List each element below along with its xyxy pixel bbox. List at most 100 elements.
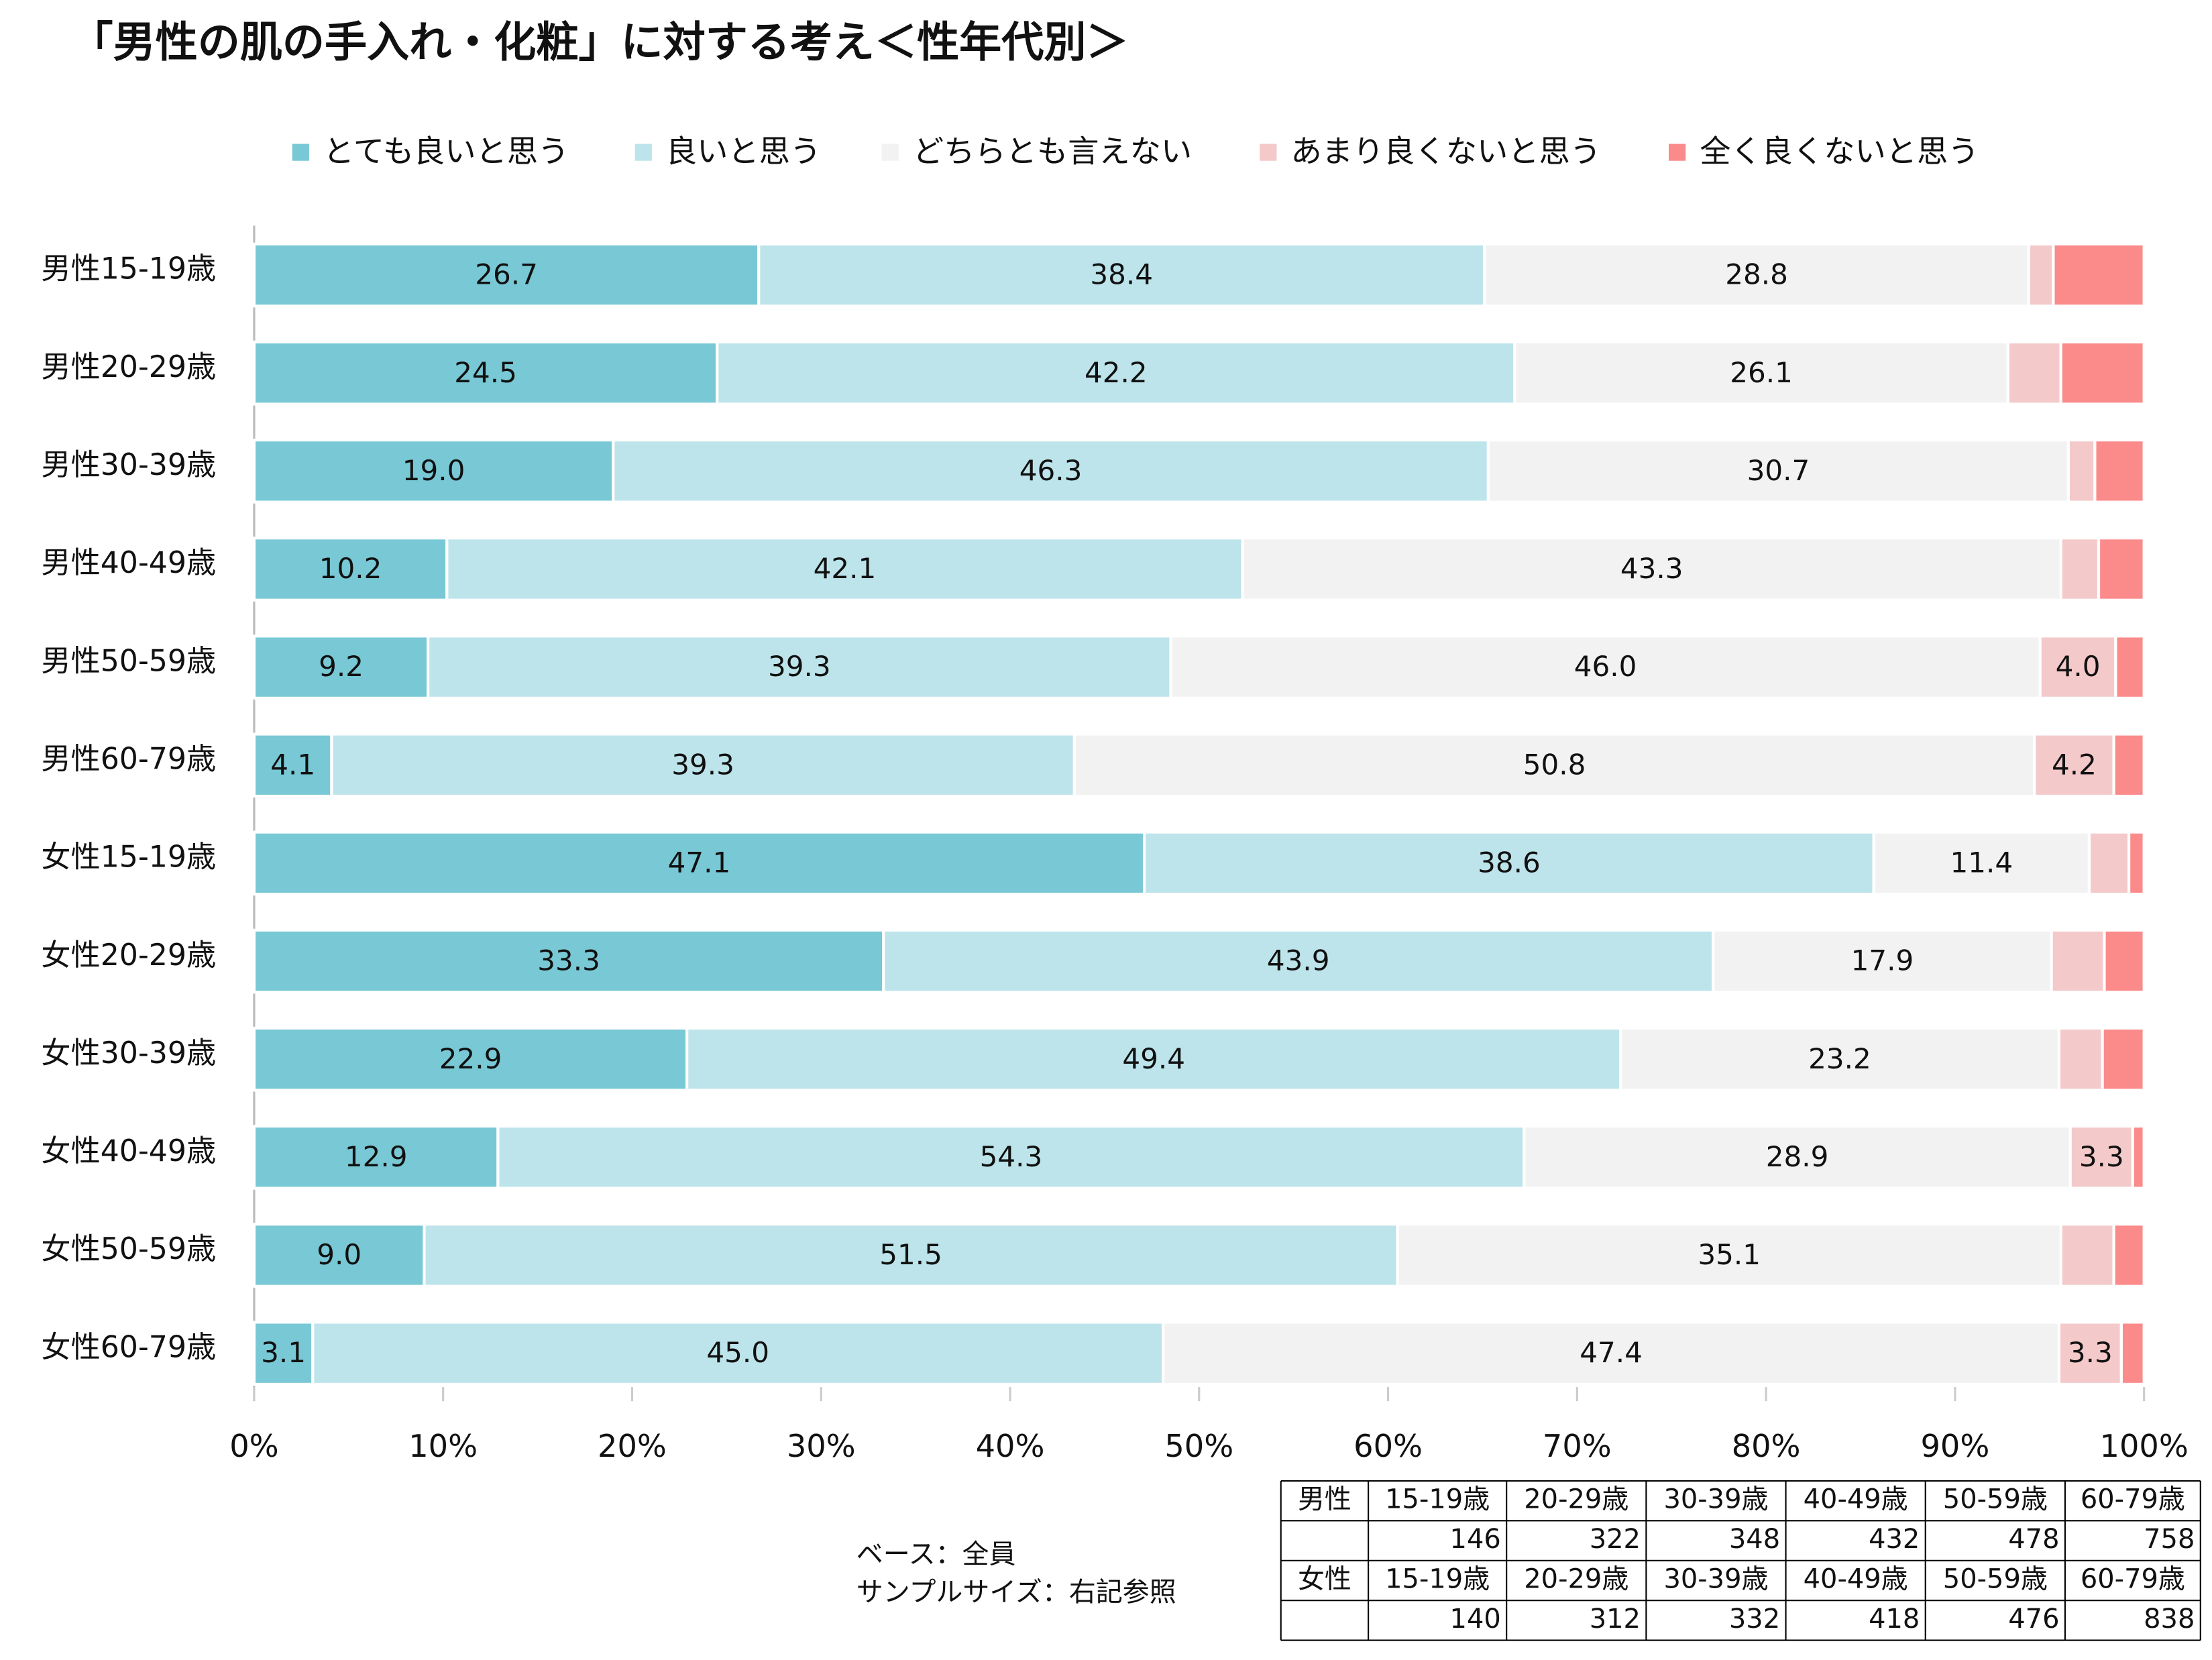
bar-segment	[252, 340, 719, 406]
bar-segment	[1483, 242, 2030, 308]
x-tick-label: 10%	[408, 1428, 478, 1464]
x-tick-label: 80%	[1732, 1428, 1801, 1464]
bar-segment	[757, 242, 1486, 308]
legend-swatch	[634, 144, 652, 161]
data-label: 4.1	[270, 748, 315, 781]
data-label: 47.1	[668, 846, 731, 879]
bar-segment	[252, 928, 885, 994]
legend-label: 良いと思う	[666, 133, 821, 170]
data-label: 28.8	[1725, 258, 1788, 291]
bar-segment	[330, 732, 1076, 798]
data-label: 38.4	[1090, 258, 1153, 291]
data-label: 47.4	[1580, 1336, 1643, 1369]
data-label: 33.3	[537, 944, 600, 977]
bar-segment	[252, 830, 1146, 896]
y-tick-label: 男性50-59歳	[41, 644, 216, 678]
data-label: 49.4	[1122, 1042, 1185, 1075]
table-header: 15-19歳	[1385, 1484, 1490, 1515]
table-header: 40-49歳	[1804, 1563, 1908, 1594]
bar-segment	[496, 1124, 1526, 1190]
data-label: 9.2	[319, 650, 364, 683]
table-value: 140	[1450, 1604, 1501, 1635]
data-label: 26.7	[475, 258, 538, 291]
bar-segment	[2127, 830, 2146, 896]
bar-segment	[1523, 1124, 2072, 1190]
bar-segment	[2112, 732, 2146, 798]
bar-segment	[1142, 830, 1875, 896]
bar-segment	[2131, 1124, 2146, 1190]
table-header: 30-39歳	[1663, 1484, 1768, 1515]
data-label: 35.1	[1698, 1238, 1761, 1271]
data-label: 50.8	[1523, 748, 1586, 781]
table-value: 348	[1729, 1524, 1780, 1555]
table-header: 15-19歳	[1385, 1563, 1490, 1594]
table-header: 20-29歳	[1524, 1484, 1628, 1515]
y-tick-label: 男性60-79歳	[41, 742, 216, 776]
data-label: 43.9	[1267, 944, 1330, 977]
bar-segment	[2052, 242, 2146, 308]
legend-swatch	[1260, 144, 1277, 161]
bar-segment	[1486, 438, 2070, 504]
data-label: 22.9	[439, 1042, 502, 1075]
y-tick-label: 男性15-19歳	[41, 252, 216, 286]
data-label: 24.5	[454, 356, 517, 389]
x-tick-label: 40%	[976, 1428, 1045, 1464]
bar-segment	[2027, 242, 2055, 308]
data-label: 46.3	[1019, 454, 1083, 487]
table-value: 418	[1869, 1604, 1920, 1635]
bar-segment	[2059, 537, 2101, 602]
data-label: 42.2	[1085, 356, 1148, 389]
y-tick-label: 女性40-49歳	[41, 1134, 216, 1168]
data-label: 11.4	[1950, 846, 2013, 879]
data-label: 4.2	[2052, 748, 2097, 781]
table-group: 男性	[1298, 1484, 1351, 1515]
y-tick-label: 女性15-19歳	[41, 840, 216, 875]
bar-segment	[2050, 928, 2106, 994]
bar-segment	[252, 634, 430, 700]
bar-segment	[2059, 1223, 2115, 1288]
x-tick-label: 70%	[1543, 1428, 1612, 1464]
bar-segment	[1513, 340, 2009, 406]
x-tick-label: 100%	[2100, 1428, 2189, 1464]
bar-segment	[2119, 1321, 2146, 1386]
data-label: 19.0	[402, 454, 465, 487]
note: サンプルサイズ：右記参照	[856, 1577, 1176, 1608]
data-label: 38.6	[1478, 846, 1541, 879]
bar-segment	[311, 1321, 1165, 1386]
table-header: 50-59歳	[1943, 1563, 2048, 1594]
data-label: 3.3	[2079, 1140, 2124, 1173]
data-label: 39.3	[768, 650, 831, 683]
data-label: 12.9	[345, 1140, 408, 1173]
x-tick-label: 30%	[787, 1428, 856, 1464]
y-tick-label: 男性40-49歳	[41, 546, 216, 580]
legend-label: とても良いと思う	[323, 133, 569, 170]
data-label: 30.7	[1747, 454, 1810, 487]
bar-segment	[252, 242, 761, 308]
legend-label: 全く良くないと思う	[1700, 133, 1979, 170]
bar-segment	[445, 537, 1244, 602]
x-tick-label: 20%	[598, 1428, 667, 1464]
table-value: 432	[1869, 1524, 1920, 1555]
data-label: 28.9	[1766, 1140, 1829, 1173]
y-tick-label: 女性30-39歳	[41, 1036, 216, 1070]
bar-segment	[2068, 1124, 2134, 1190]
bar-segment	[252, 732, 333, 798]
bar-segment	[2066, 438, 2097, 504]
table-value: 476	[2008, 1604, 2059, 1635]
data-label: 39.3	[671, 748, 734, 781]
y-tick-label: 女性20-29歳	[41, 938, 216, 973]
data-label: 4.0	[2056, 650, 2101, 683]
data-label: 9.0	[317, 1238, 362, 1271]
legend-swatch	[881, 144, 899, 161]
table-header: 50-59歳	[1943, 1484, 2048, 1515]
data-label: 26.1	[1730, 356, 1793, 389]
bar-segment	[423, 1223, 1399, 1288]
bar-segment	[252, 1026, 689, 1092]
data-label: 10.2	[319, 552, 382, 585]
table-header: 20-29歳	[1524, 1563, 1628, 1594]
bar-segment	[2033, 732, 2115, 798]
x-tick-label: 0%	[229, 1428, 278, 1464]
data-label: 54.3	[980, 1140, 1043, 1173]
legend-label: あまり良くないと思う	[1290, 133, 1601, 170]
y-tick-label: 女性50-59歳	[41, 1232, 216, 1266]
